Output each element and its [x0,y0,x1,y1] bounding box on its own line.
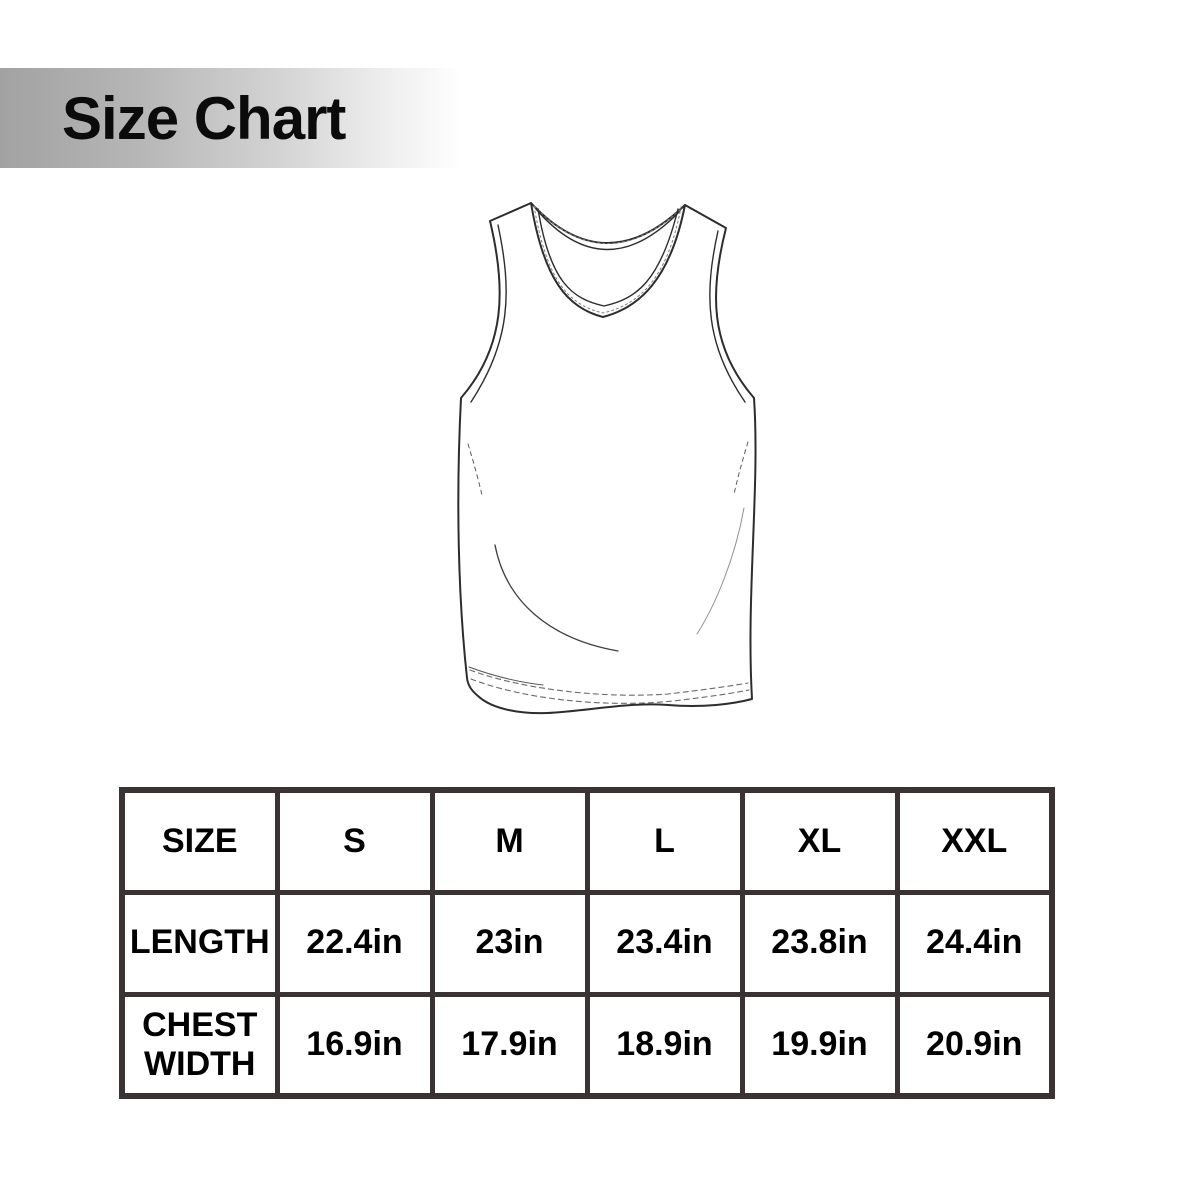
length-value-xxl: 24.4in [894,889,1055,997]
fold-line-center [494,544,619,652]
header-cell-size: SIZE [119,787,280,895]
length-value-s: 22.4in [274,889,435,997]
left-armhole-band [470,224,507,403]
back-neckband-line [535,208,681,251]
chest-value-xxl: 20.9in [894,991,1055,1099]
table-row-length: LENGTH 22.4in 23in 23.4in 23.8in 24.4in [119,889,1055,997]
tank-top-illustration [457,202,757,715]
hem-stitch-upper [469,669,749,696]
page-title: Size Chart [62,84,346,152]
hem-line-solid [468,666,544,686]
header-cell-xl: XL [739,787,900,895]
header-cell-m: M [429,787,590,895]
front-neckband-stitch [533,205,682,314]
length-value-l: 23.4in [584,889,745,997]
front-neckband-inner [537,208,679,307]
length-value-xl: 23.8in [739,889,900,997]
tank-top-silhouette [457,202,757,715]
back-neckband-stitch [533,205,683,244]
length-value-m: 23in [429,889,590,997]
chest-value-s: 16.9in [274,991,435,1099]
chest-value-m: 17.9in [429,991,590,1099]
header-cell-xxl: XXL [894,787,1055,895]
table-row-chest-width: CHEST WIDTH 16.9in 17.9in 18.9in 19.9in … [119,991,1055,1099]
table-header-row: SIZE S M L XL XXL [119,787,1055,895]
left-underarm-stitch [467,443,483,496]
row-label-length: LENGTH [119,889,280,997]
fold-line-right [696,507,745,635]
size-table: SIZE S M L XL XXL LENGTH 22.4in 23in 23.… [119,787,1055,1099]
right-armhole-band [709,230,746,403]
front-neckband-outer [530,202,686,318]
hem-stitch-lower [470,678,750,704]
title-banner: Size Chart [0,68,472,168]
header-cell-s: S [274,787,435,895]
header-cell-l: L [584,787,745,895]
chest-value-xl: 19.9in [739,991,900,1099]
row-label-chest-width: CHEST WIDTH [119,991,280,1099]
chest-value-l: 18.9in [584,991,745,1099]
right-underarm-stitch [733,441,749,495]
